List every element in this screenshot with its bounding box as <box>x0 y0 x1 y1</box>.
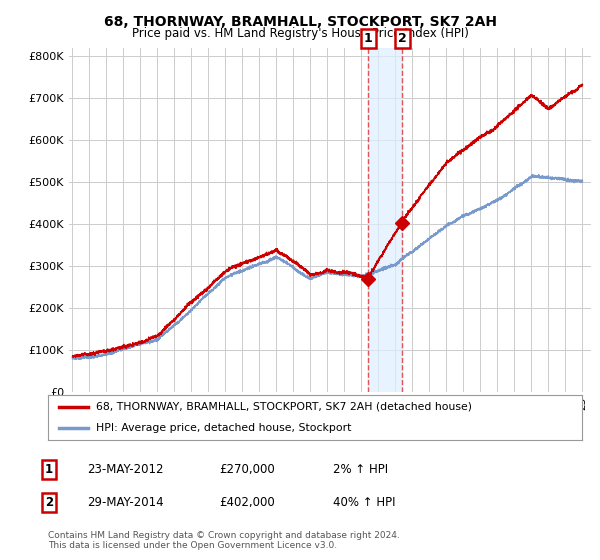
Bar <box>368 48 403 392</box>
Text: 40% ↑ HPI: 40% ↑ HPI <box>333 496 395 509</box>
Text: 2: 2 <box>45 496 53 509</box>
Text: 1: 1 <box>364 32 373 45</box>
Text: £402,000: £402,000 <box>219 496 275 509</box>
Text: 2: 2 <box>398 32 407 45</box>
Text: Contains HM Land Registry data © Crown copyright and database right 2024.
This d: Contains HM Land Registry data © Crown c… <box>48 531 400 550</box>
Text: 2% ↑ HPI: 2% ↑ HPI <box>333 463 388 476</box>
Text: Price paid vs. HM Land Registry's House Price Index (HPI): Price paid vs. HM Land Registry's House … <box>131 27 469 40</box>
Text: 23-MAY-2012: 23-MAY-2012 <box>87 463 163 476</box>
Text: 1: 1 <box>45 463 53 476</box>
Text: 68, THORNWAY, BRAMHALL, STOCKPORT, SK7 2AH: 68, THORNWAY, BRAMHALL, STOCKPORT, SK7 2… <box>104 15 497 29</box>
Text: 68, THORNWAY, BRAMHALL, STOCKPORT, SK7 2AH (detached house): 68, THORNWAY, BRAMHALL, STOCKPORT, SK7 2… <box>96 402 472 412</box>
Text: £270,000: £270,000 <box>219 463 275 476</box>
Text: HPI: Average price, detached house, Stockport: HPI: Average price, detached house, Stoc… <box>96 422 352 432</box>
Text: 29-MAY-2014: 29-MAY-2014 <box>87 496 164 509</box>
